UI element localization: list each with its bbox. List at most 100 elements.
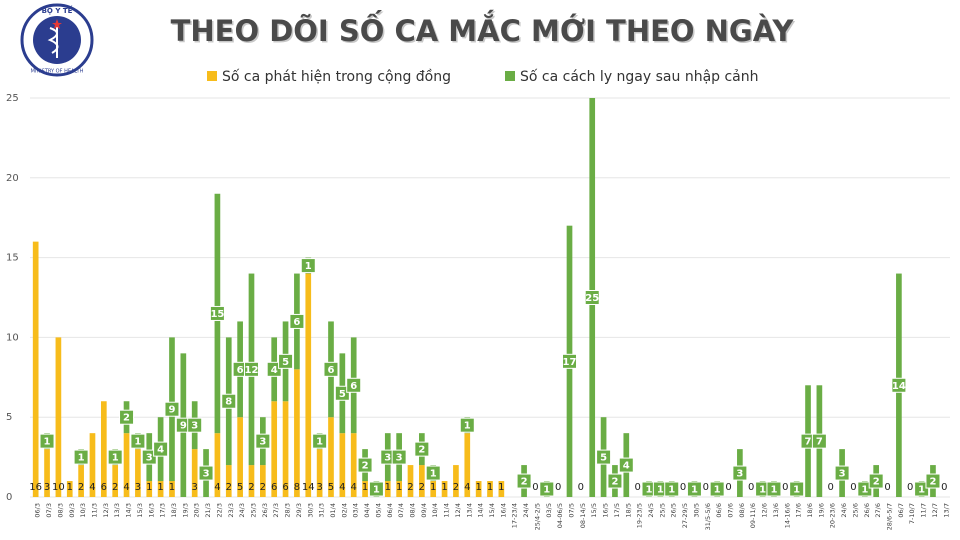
chart-title: THEO DÕI SỐ CA MẮC MỚI THEO NGÀY	[171, 10, 795, 48]
value-label: 9	[180, 421, 187, 432]
value-label: 1	[441, 482, 447, 493]
x-tick-label: 08/4	[408, 503, 416, 518]
legend-label: Số ca cách ly ngay sau nhập cảnh	[520, 68, 759, 85]
x-tick-label: 12/7	[931, 503, 939, 518]
x-tick-label: 22/3	[215, 503, 223, 518]
value-label-box	[289, 313, 305, 329]
x-tick-label: 31/3	[318, 503, 326, 518]
bar-community	[66, 481, 73, 497]
x-tick-label: 02/4	[340, 503, 348, 518]
bar-community	[282, 401, 289, 497]
value-label-box	[607, 473, 623, 489]
value-label: 14	[302, 482, 315, 493]
bar-community	[453, 465, 459, 497]
x-tick-label: 19-23/5	[636, 503, 644, 528]
value-label: 6	[271, 482, 277, 493]
x-tick-label: 08/3	[56, 503, 64, 518]
bar-community	[237, 417, 243, 497]
x-tick-label: 26/3	[261, 503, 269, 518]
value-label-box	[868, 473, 884, 489]
value-label-box	[562, 353, 578, 369]
bar-community	[339, 433, 346, 497]
value-label: 7	[816, 437, 823, 448]
value-label: 1	[305, 261, 312, 272]
value-label: 0	[634, 482, 640, 493]
bar-community	[328, 417, 334, 497]
x-tick-label: 07/3	[45, 503, 53, 518]
x-tick-label: 13/3	[113, 503, 121, 518]
value-label: 4	[214, 482, 220, 493]
x-tick-label: 24/6	[840, 503, 848, 518]
x-tick-label: 12/4	[454, 503, 462, 518]
value-label: 0	[884, 482, 890, 493]
value-label: 3	[736, 469, 743, 480]
value-label: 1	[691, 485, 698, 496]
bar-community	[441, 481, 448, 497]
bar-community	[294, 369, 300, 497]
value-label: 1	[430, 482, 436, 493]
value-label-box	[73, 449, 89, 465]
value-label: 7	[805, 437, 812, 448]
x-tick-label: 15/4	[488, 503, 496, 518]
bar-community	[157, 481, 164, 497]
x-tick-label: 20/3	[193, 503, 201, 518]
value-label: 2	[78, 482, 84, 493]
x-tick-label: 15/3	[136, 503, 144, 518]
x-tick-label: 28/6-5/7	[886, 503, 894, 530]
bar-community	[225, 465, 232, 497]
bar-community	[430, 481, 437, 497]
bar-community	[135, 449, 141, 497]
x-tick-label: 18/6	[806, 503, 814, 518]
value-label: 3	[191, 421, 198, 432]
x-tick-label: 14-16/6	[783, 503, 791, 528]
bar-community	[350, 433, 357, 497]
x-tick-label: 03/4	[352, 503, 360, 518]
x-tick-label: 17/6	[795, 503, 803, 518]
value-label: 1	[134, 437, 141, 448]
x-tick-label: 27/3	[272, 503, 280, 518]
value-label: 5	[282, 357, 289, 368]
value-label: 3	[259, 437, 266, 448]
value-label: 1	[44, 437, 51, 448]
x-tick-label: 05/4	[374, 503, 382, 518]
value-label: 0	[578, 482, 584, 493]
value-label: 1	[78, 453, 85, 464]
x-tick-label: 07/5	[568, 503, 576, 518]
value-label: 4	[339, 482, 345, 493]
value-label-box	[834, 465, 850, 481]
x-tick-label: 15/5	[590, 503, 598, 518]
x-tick-label: 20-23/6	[829, 503, 837, 528]
x-tick-label: 25/4-2/5	[533, 503, 541, 530]
value-label: 15	[210, 309, 224, 320]
y-tick-label: 0	[6, 492, 12, 503]
value-label: 3	[203, 469, 210, 480]
y-tick-label: 20	[6, 173, 19, 184]
value-label: 6	[101, 482, 107, 493]
value-label: 2	[362, 461, 369, 472]
value-label: 2	[226, 482, 232, 493]
value-label: 5	[339, 389, 346, 400]
x-tick-label: 26/6	[863, 503, 871, 518]
value-label: 16	[29, 482, 42, 493]
value-label: 0	[703, 482, 709, 493]
value-label: 1	[714, 485, 721, 496]
value-label: 3	[396, 453, 403, 464]
value-label: 9	[168, 405, 175, 416]
value-label: 1	[112, 453, 119, 464]
value-label: 5	[600, 453, 607, 464]
value-label-box	[278, 353, 294, 369]
value-label: 0	[907, 482, 913, 493]
logo-bottom-text: MINISTRY OF HEALTH	[31, 69, 84, 75]
y-tick-label: 15	[6, 253, 19, 264]
value-label: 2	[611, 477, 618, 488]
value-label-box	[391, 449, 407, 465]
x-tick-label: 30/5	[692, 503, 700, 518]
value-label: 2	[248, 482, 254, 493]
value-label-box	[857, 481, 873, 497]
x-tick-label: 25/6	[851, 503, 859, 518]
value-label-box	[255, 433, 271, 449]
value-label: 6	[328, 365, 335, 376]
x-tick-label: 07/6	[727, 503, 735, 518]
bar-community	[112, 465, 119, 497]
